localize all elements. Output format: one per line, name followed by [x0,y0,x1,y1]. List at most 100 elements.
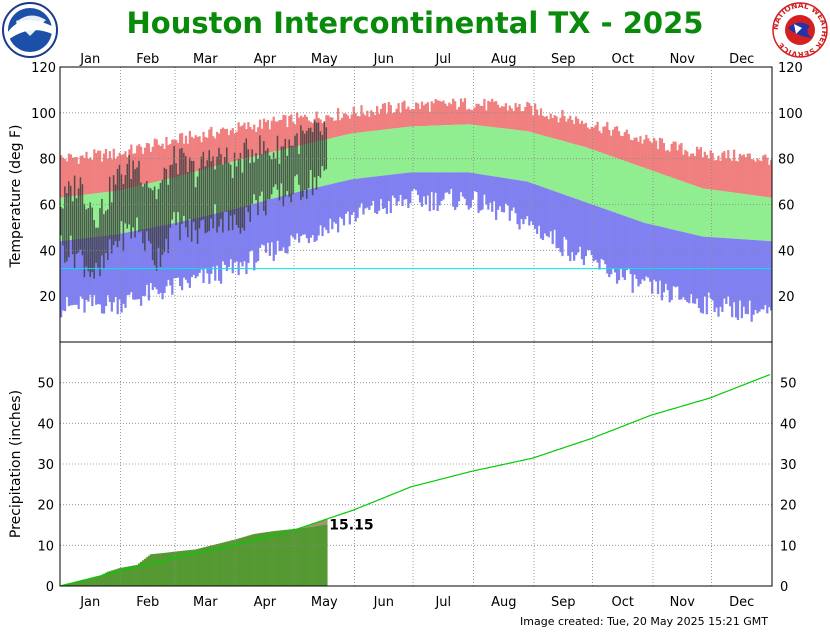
precip-deficit-bar [319,521,322,526]
record-low-bar [95,236,98,305]
observed-precip-bar [225,541,229,586]
record-high-bar [120,154,123,190]
normal-range-bar [459,124,463,173]
normal-range-bar [335,137,338,183]
record-low-bar [440,172,443,201]
observed-temp-bar [239,152,242,234]
normal-range-bar [364,131,367,178]
normal-range-bar [401,127,404,174]
record-low-bar [147,228,151,301]
normal-range-bar [518,130,521,181]
record-high-bar [594,125,597,151]
observed-temp-bar [233,152,236,215]
normal-range-bar [524,130,527,182]
record-low-bar [731,238,734,318]
record-high-bar [452,98,455,125]
record-high-bar [567,118,570,143]
record-high-bar [711,152,714,190]
record-low-bar [649,224,652,282]
record-low-bar [325,185,328,230]
record-low-bar [227,210,231,267]
normal-range-bar [415,126,418,173]
record-high-bar [227,135,231,163]
observed-precip-bar [85,579,88,586]
record-high-bar [645,134,648,169]
precipitation-yticks-left: 0 10 20 30 40 50 [37,377,54,595]
temperature-axis-label: Temperature (deg F) [8,125,24,269]
record-low-bar [522,180,525,225]
record-low-bar [272,198,275,261]
record-high-bar [676,150,679,180]
normal-range-bar [547,137,550,190]
observed-temp-bar [204,166,207,234]
normal-range-bar [637,165,640,221]
normal-range-bar [766,197,769,241]
normal-range-bar [594,150,597,206]
observed-temp-bar [93,220,95,279]
observed-temp-bar [186,172,189,238]
precip-deficit-bar [321,520,324,526]
observed-temp-bar [161,179,164,255]
observed-temp-bar [241,172,244,228]
observed-precip-bar [138,563,141,586]
observed-precip-bar [276,530,279,586]
record-low-bar [461,172,465,197]
observed-precip-bar [175,551,178,586]
normal-range-bar [541,135,545,188]
record-high-bar [434,98,437,126]
record-high-bar [485,110,488,127]
month-label-top: Jul [434,52,451,67]
record-low-bar [276,197,279,241]
observed-precip-bar [296,528,299,586]
observed-precip-bar [227,541,231,586]
record-high-bar [715,160,718,191]
record-high-bar [610,135,613,157]
observed-temp-bar [229,164,232,216]
observed-precip-bar [305,527,309,586]
observed-precip-bar [93,577,96,586]
observed-precip-bar [200,547,203,586]
normal-range-bar [377,130,381,177]
record-low-bar [202,216,205,284]
month-label-top: Oct [612,52,634,67]
record-high-bar [159,146,162,181]
record-low-bar [508,178,511,221]
record-high-bar [588,129,591,149]
normal-range-bar [734,192,738,239]
normal-range-bar [491,127,494,177]
observed-temp-bar [165,168,168,239]
normal-range-bar [352,133,355,180]
record-high-bar [631,140,634,164]
record-high-bar [124,151,127,189]
record-high-bar [377,113,381,131]
record-high-bar [344,113,348,135]
normal-range-bar [635,165,638,221]
record-high-bar [479,105,482,126]
record-low-bar [335,182,338,224]
normal-range-bar [387,129,390,175]
record-low-bar [124,232,127,308]
observed-temp-bar [167,184,170,254]
observed-precip-bar [301,527,305,586]
record-high-bar [528,103,531,132]
record-low-bar [541,187,545,240]
observed-precip-bar [180,550,184,586]
record-low-bar [491,176,494,212]
record-low-bar [409,172,412,204]
record-high-bar [231,128,234,162]
record-high-bar [543,116,547,136]
record-low-bar [61,240,65,311]
normal-range-bar [762,196,765,241]
record-low-bar [393,174,396,198]
record-high-bar [571,120,574,144]
observed-precip-bar [218,543,221,586]
record-high-bar [175,140,178,177]
record-high-bar [762,155,765,197]
record-high-bar [155,139,158,182]
record-low-bar [297,191,301,243]
record-low-bar [385,175,389,214]
record-high-bar [746,153,749,195]
normal-range-bar [715,190,718,238]
record-high-bar [294,124,297,147]
record-high-bar [623,132,626,161]
